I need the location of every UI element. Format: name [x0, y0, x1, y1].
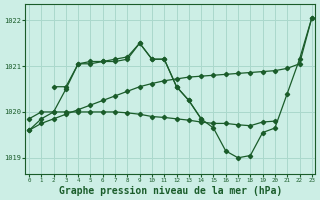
X-axis label: Graphe pression niveau de la mer (hPa): Graphe pression niveau de la mer (hPa) [59, 186, 282, 196]
